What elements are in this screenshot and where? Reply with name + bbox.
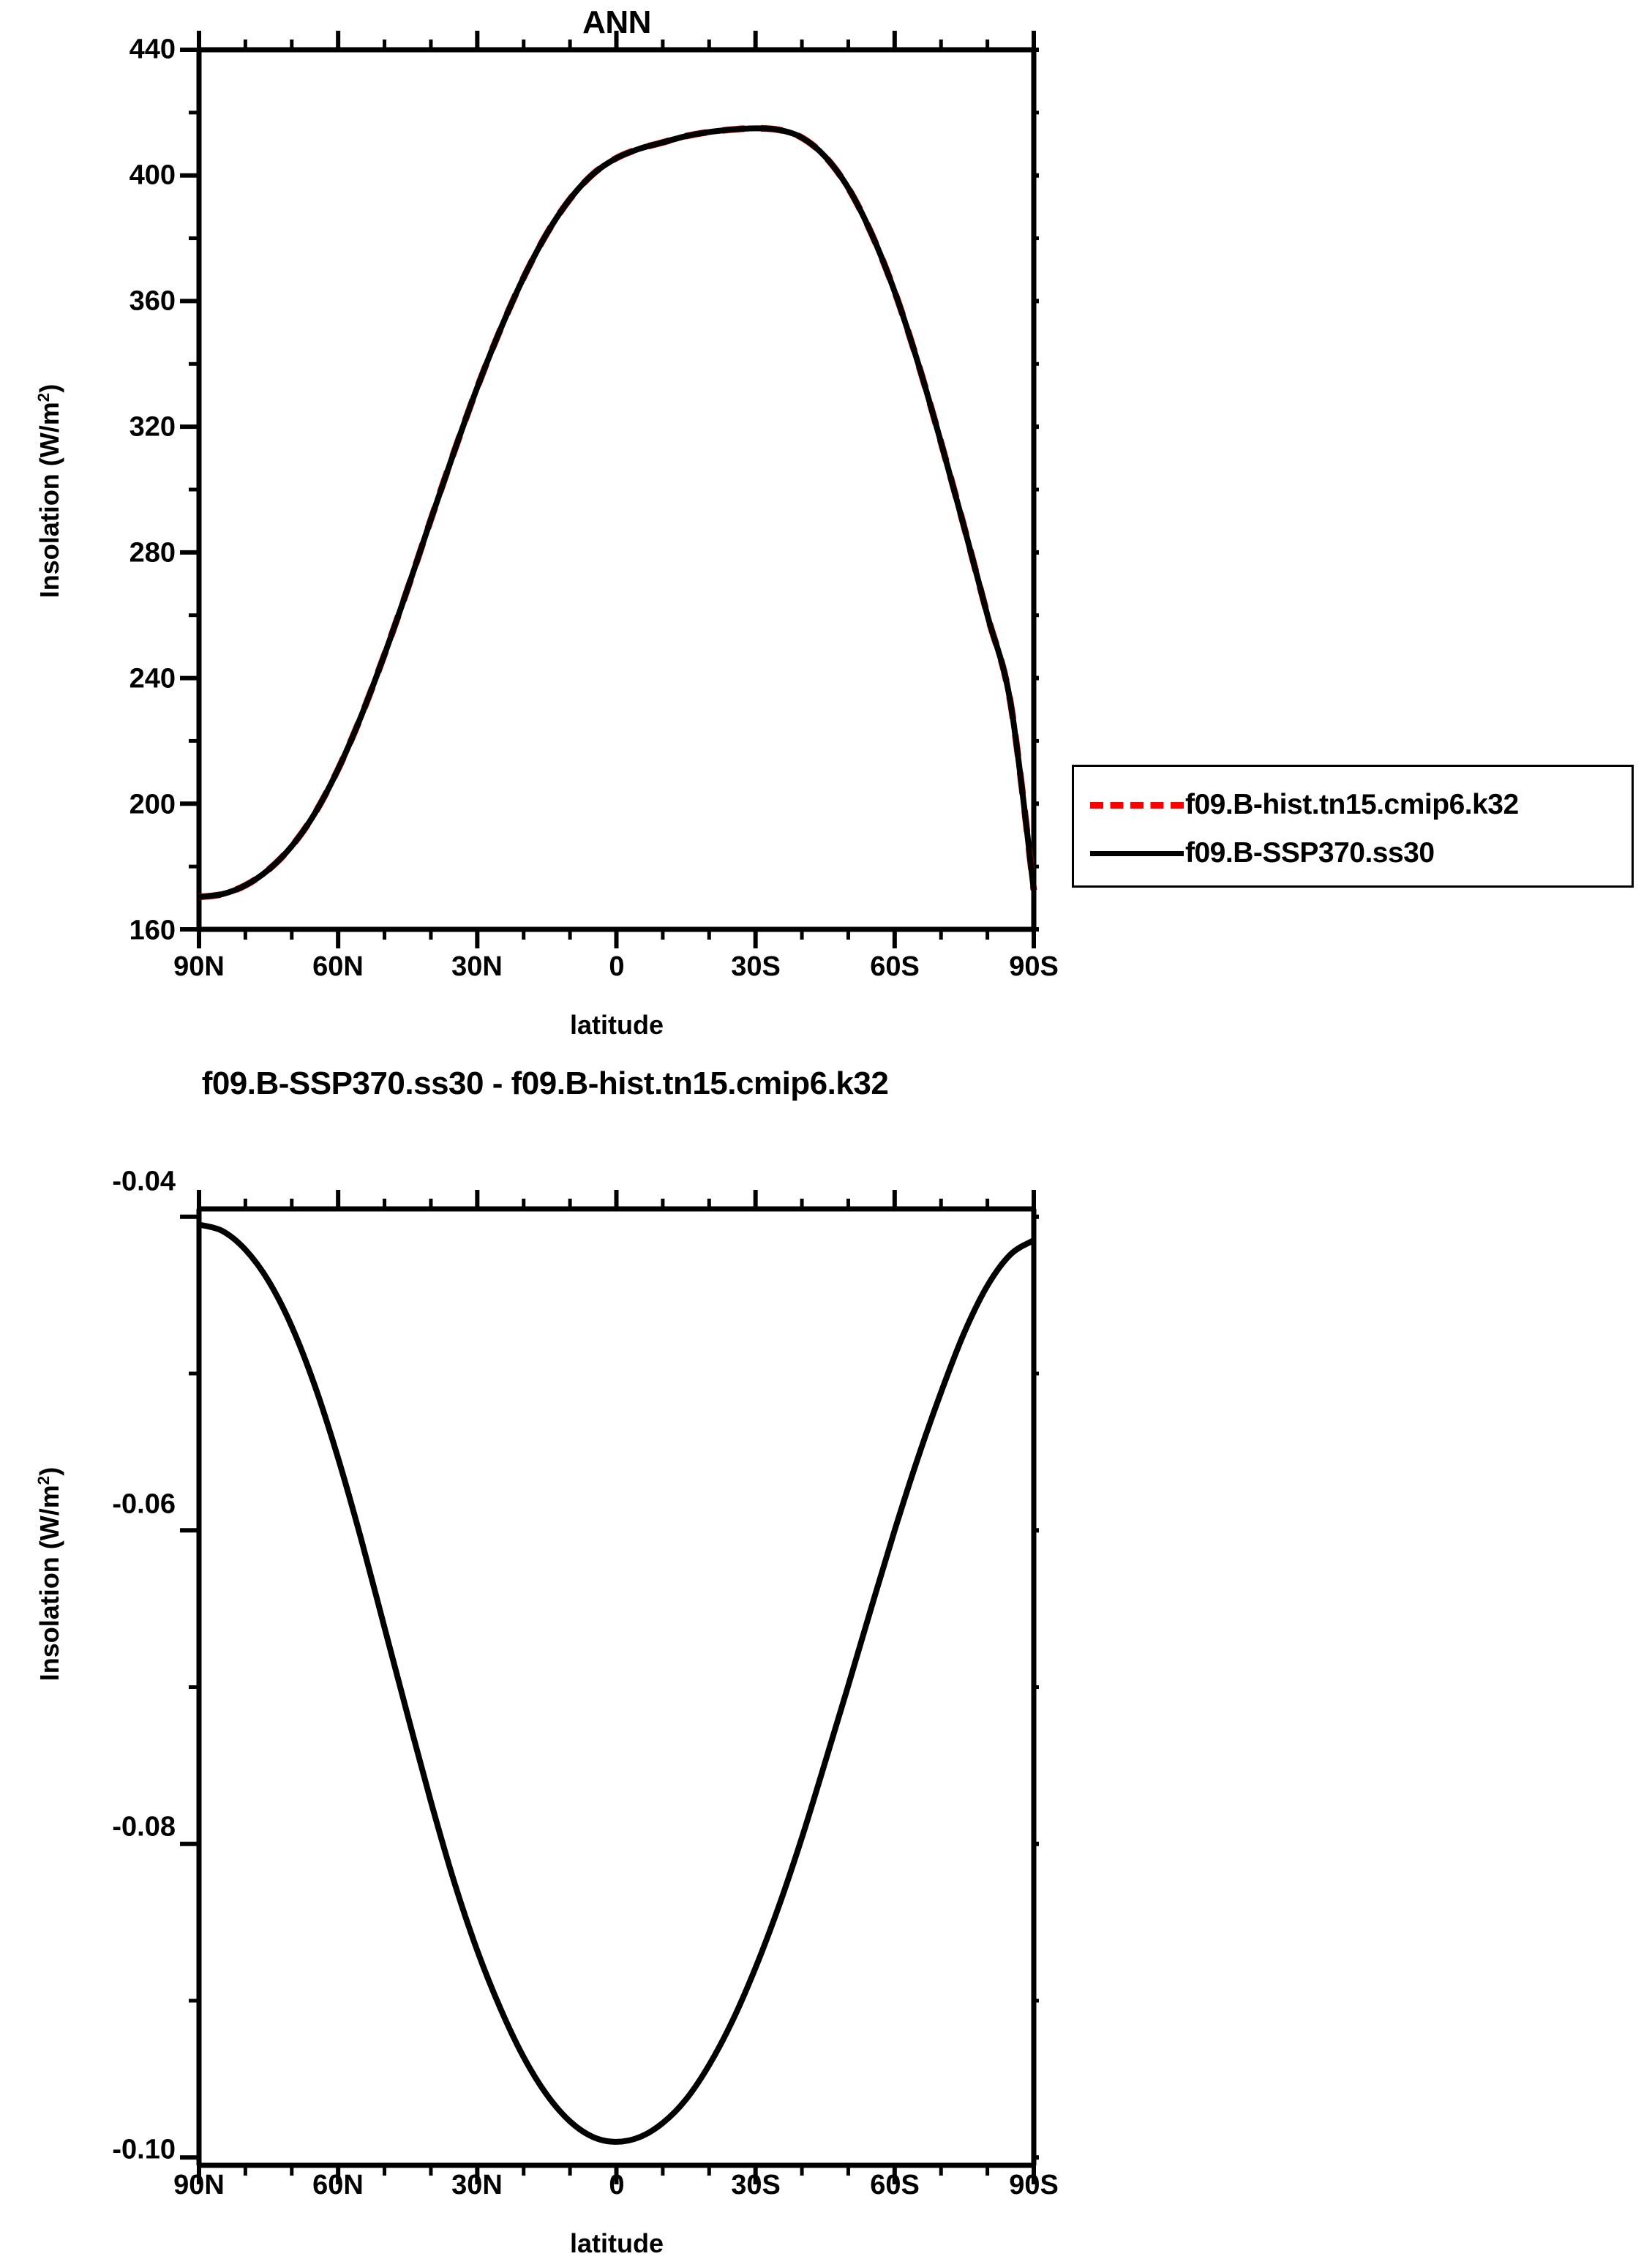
ytick-label: 160: [129, 915, 176, 946]
ytick-label: 400: [129, 160, 176, 191]
ylabel-suffix: ): [34, 383, 64, 393]
panel-bottom-plot-area: [180, 1190, 1039, 2184]
ytick-label: -0.06: [112, 1488, 176, 1520]
ylabel-suffix: ): [34, 1466, 64, 1476]
xtick-label: 90S: [1009, 951, 1059, 982]
xtick-label: 90N: [173, 2170, 225, 2200]
ytick-label: 440: [129, 34, 176, 65]
panel-top-ylabel: Insolation (W/m2): [34, 367, 65, 615]
legend-label: f09.B-SSP370.ss30: [1185, 837, 1435, 869]
ylabel-superscript: 2: [34, 1475, 53, 1486]
panel-bottom-xlabel: latitude: [569, 2228, 664, 2258]
xtick-label: 60N: [312, 951, 364, 982]
xtick-label: 30S: [731, 2170, 781, 2200]
legend-label: f09.B-hist.tn15.cmip6.k32: [1185, 789, 1519, 820]
legend-entry-ssp370[interactable]: f09.B-SSP370.ss30: [1074, 831, 1632, 875]
panel-bottom-ylabel: Insolation (W/m2): [34, 1450, 65, 1698]
legend: f09.B-hist.tn15.cmip6.k32 f09.B-SSP370.s…: [1072, 765, 1634, 888]
xtick-label: 90N: [173, 951, 225, 982]
ytick-label: 320: [129, 411, 176, 443]
ytick-label: 280: [129, 537, 176, 569]
panel-bottom-title: f09.B-SSP370.ss30 - f09.B-hist.tn15.cmip…: [201, 1065, 889, 1101]
xtick-label: 60N: [312, 2170, 364, 2200]
xtick-label: 0: [609, 2170, 625, 2200]
ylabel-superscript: 2: [34, 392, 53, 402]
panel-top-xlabel: latitude: [569, 1010, 664, 1040]
ytick-label: -0.04: [112, 1166, 176, 1197]
panel-ann: ANN Insolation (W/m2) 440 400 360 320 28…: [0, 0, 1652, 1068]
xtick-label: 30S: [731, 951, 781, 982]
ytick-label: -0.08: [112, 1811, 176, 1843]
panel-difference: f09.B-SSP370.ss30 - f09.B-hist.tn15.cmip…: [0, 1054, 1652, 2258]
xtick-label: 0: [609, 951, 625, 982]
xtick-label: 60S: [870, 2170, 920, 2200]
legend-line-solid-icon: [1090, 850, 1184, 856]
xtick-label: 30N: [451, 951, 503, 982]
legend-entry-historical[interactable]: f09.B-hist.tn15.cmip6.k32: [1074, 783, 1632, 827]
xtick-label: 60S: [870, 951, 920, 982]
legend-line-dashed-icon: [1090, 801, 1184, 809]
panel-top-plot-area: [180, 31, 1039, 948]
ytick-label: 200: [129, 789, 176, 820]
xtick-label: 90S: [1009, 2170, 1059, 2200]
ytick-label: 240: [129, 663, 176, 694]
ytick-label: 360: [129, 285, 176, 317]
xtick-label: 30N: [451, 2170, 503, 2200]
